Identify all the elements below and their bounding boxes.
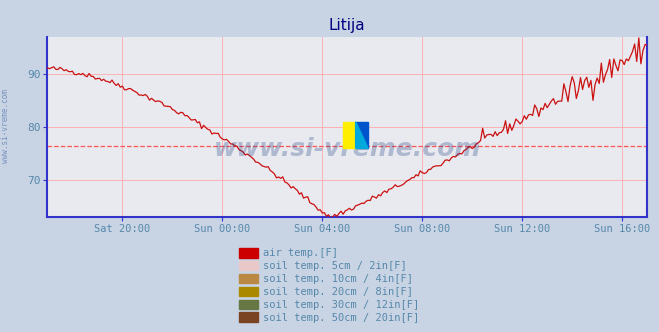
FancyBboxPatch shape xyxy=(356,122,368,148)
Legend: air temp.[F], soil temp. 5cm / 2in[F], soil temp. 10cm / 4in[F], soil temp. 20cm: air temp.[F], soil temp. 5cm / 2in[F], s… xyxy=(235,244,424,327)
Title: Litija: Litija xyxy=(329,18,366,33)
Polygon shape xyxy=(356,122,368,148)
Text: www.si-vreme.com: www.si-vreme.com xyxy=(214,137,481,161)
Text: www.si-vreme.com: www.si-vreme.com xyxy=(1,89,10,163)
FancyBboxPatch shape xyxy=(343,122,356,148)
